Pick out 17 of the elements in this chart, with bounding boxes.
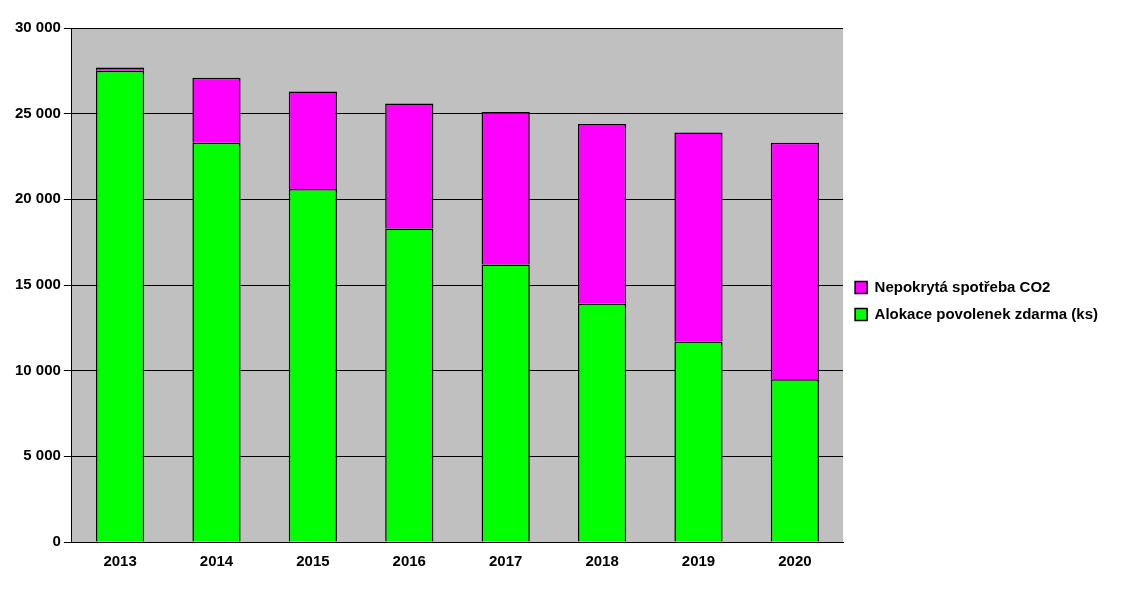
y-tick-label: 20 000 — [14, 189, 61, 207]
x-tick-label: 2014 — [199, 552, 234, 570]
x-tick-label: 2016 — [392, 552, 426, 570]
legend-label: Nepokrytá spotřeba CO2 — [874, 277, 1051, 295]
y-tick-label: 10 000 — [14, 360, 61, 378]
y-tick-label: 5 000 — [23, 446, 61, 464]
x-tick-label: 2019 — [681, 552, 716, 570]
y-tick-label: 15 000 — [14, 275, 61, 293]
y-tick-label: 30 000 — [14, 18, 61, 36]
x-tick-label: 2013 — [103, 552, 137, 570]
y-tick-label: 0 — [52, 532, 61, 550]
x-tick-label: 2015 — [296, 552, 330, 570]
y-tick-label: 25 000 — [14, 103, 61, 121]
legend-label: Alokace povolenek zdarma (ks) — [874, 304, 1098, 322]
x-tick-label: 2020 — [778, 552, 812, 570]
x-tick-label: 2018 — [585, 552, 619, 570]
x-tick-label: 2017 — [488, 552, 523, 570]
